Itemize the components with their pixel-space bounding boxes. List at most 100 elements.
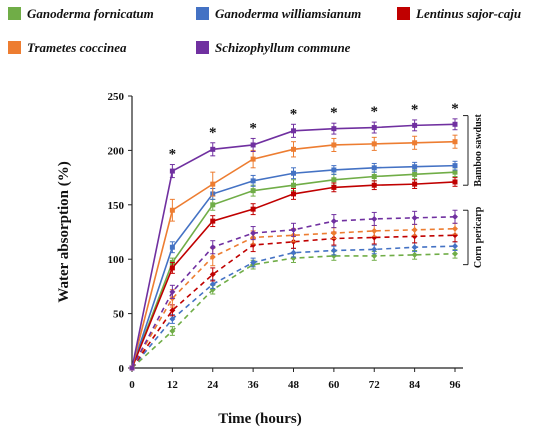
data-point — [210, 218, 216, 224]
legend-label: Ganoderma fornicatum — [27, 6, 154, 21]
legend-item: Lentinus sajor-caju — [397, 6, 521, 21]
data-point — [452, 139, 458, 145]
legend: Ganoderma fornicatum Ganoderma williamsia… — [8, 6, 521, 55]
axes: 0 50 100 150 200 250 0 12 24 36 48 60 72 84 96 — [108, 91, 463, 391]
legend-swatch — [8, 41, 21, 54]
y-tick-label: 200 — [108, 145, 125, 157]
data-point — [452, 163, 458, 169]
legend-item: Trametes coccinea — [8, 40, 127, 55]
data-point — [371, 141, 377, 147]
data-point — [412, 164, 418, 170]
legend-label: Ganoderma williamsianum — [215, 6, 361, 21]
series-line — [131, 181, 456, 369]
data-point — [169, 244, 175, 250]
bracket-bamboo-sawdust: Bamboo sawdust — [463, 113, 484, 187]
data-point — [209, 244, 216, 251]
legend-swatch — [196, 7, 209, 20]
x-tick-label: 96 — [450, 379, 462, 391]
significance-star: * — [330, 105, 338, 121]
series-ganoderma-fornicatum-corn — [129, 248, 458, 371]
x-tick-label: 60 — [328, 379, 340, 391]
data-point — [452, 243, 458, 250]
data-point — [452, 250, 458, 257]
significance-star: * — [209, 125, 217, 141]
data-point — [452, 179, 458, 185]
data-point — [331, 177, 337, 183]
data-point — [169, 328, 176, 335]
data-point — [371, 174, 377, 180]
x-tick-label: 0 — [129, 379, 135, 391]
data-point — [412, 181, 418, 187]
data-point — [129, 365, 135, 371]
data-point — [169, 307, 176, 314]
series-line — [131, 245, 456, 369]
data-point — [169, 265, 175, 271]
series-line — [131, 171, 456, 369]
legend-item: Ganoderma fornicatum — [8, 6, 154, 21]
legend-swatch — [8, 7, 21, 20]
data-point — [411, 226, 418, 233]
data-point — [250, 178, 256, 184]
data-point — [291, 128, 296, 134]
bracket-label: Corn pericarp — [473, 206, 484, 268]
data-point — [371, 252, 378, 259]
data-point — [209, 254, 216, 261]
data-point — [371, 246, 378, 253]
data-point — [210, 181, 216, 187]
data-point — [452, 225, 458, 232]
y-tick-label: 250 — [108, 91, 125, 103]
data-point — [210, 202, 216, 208]
data-point — [210, 146, 216, 152]
significance-star: * — [451, 101, 459, 117]
y-tick-label: 50 — [113, 309, 125, 321]
series-line — [131, 227, 456, 369]
data-point — [291, 146, 296, 152]
data-point — [452, 121, 458, 127]
data-point — [330, 247, 337, 254]
data-point — [331, 126, 337, 132]
significance-star: * — [290, 106, 298, 122]
data-point — [411, 244, 418, 251]
series-layer — [129, 118, 458, 371]
y-tick-label: 150 — [108, 200, 125, 212]
x-tick-label: 72 — [369, 379, 381, 391]
data-point — [290, 226, 297, 233]
data-point — [291, 182, 296, 188]
data-point — [330, 218, 337, 225]
data-point — [412, 122, 418, 128]
data-point — [290, 249, 297, 256]
data-point — [250, 142, 256, 148]
data-point — [452, 169, 458, 175]
data-point — [331, 142, 337, 148]
x-axis-title: Time (hours) — [218, 411, 301, 427]
significance-star: * — [411, 102, 419, 118]
series-schizophyllum-commune-corn — [129, 209, 458, 371]
series-line — [131, 252, 456, 369]
series-schizophyllum-commune-bamboo — [129, 118, 458, 371]
y-tick-label: 100 — [108, 254, 125, 266]
x-tick-label: 12 — [167, 379, 179, 391]
annotations: * * * * * * * * Bamboo sawdust Corn pericarp — [169, 101, 484, 268]
data-point — [411, 214, 418, 221]
data-point — [169, 207, 175, 213]
x-tick-label: 24 — [207, 379, 219, 391]
data-point — [412, 171, 418, 177]
data-point — [330, 230, 337, 237]
data-point — [331, 167, 337, 173]
legend-swatch — [196, 41, 209, 54]
data-point — [169, 168, 175, 174]
legend-swatch — [397, 7, 410, 20]
data-point — [291, 170, 296, 176]
data-point — [371, 165, 377, 171]
data-point — [291, 191, 296, 197]
data-point — [169, 288, 176, 295]
data-point — [371, 227, 378, 234]
data-point — [331, 184, 337, 190]
significance-star: * — [169, 147, 177, 163]
data-point — [209, 281, 216, 288]
data-point — [371, 182, 377, 188]
data-point — [250, 156, 256, 162]
data-point — [411, 251, 418, 258]
data-point — [169, 316, 176, 323]
data-point — [250, 188, 256, 194]
